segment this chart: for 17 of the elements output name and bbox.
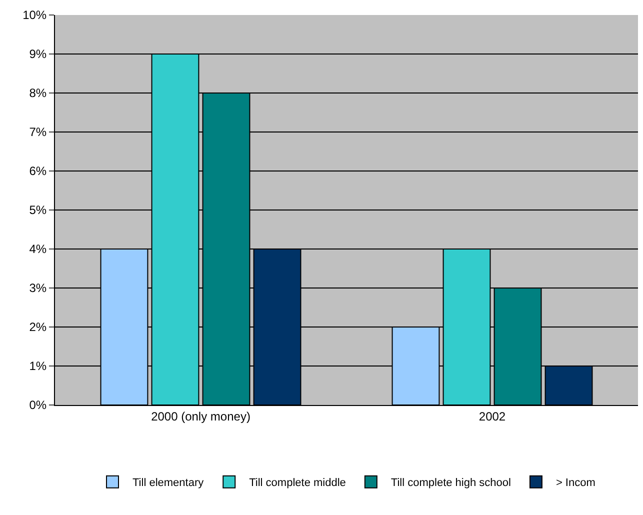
y-tick-label: 9% bbox=[29, 47, 47, 62]
y-tick-label: 0% bbox=[29, 398, 47, 412]
y-tick-label: 8% bbox=[29, 86, 47, 100]
y-tick-label: 7% bbox=[29, 125, 47, 140]
y-tick-label: 10% bbox=[22, 8, 47, 22]
y-tick-label: 2% bbox=[29, 320, 47, 334]
x-tick-label: 2000 (only money) bbox=[151, 409, 250, 424]
y-tick-label: 5% bbox=[29, 203, 47, 218]
y-tick-label: 3% bbox=[29, 281, 47, 296]
legend-label: Till elementary bbox=[132, 477, 204, 490]
y-tick-label: 1% bbox=[29, 359, 47, 374]
legend-label: Till complete middle bbox=[249, 477, 346, 490]
legend-label: Till complete high school bbox=[390, 477, 511, 490]
legend-label: > Incom bbox=[556, 477, 596, 490]
x-tick-label: 2002 bbox=[478, 409, 506, 424]
y-tick-label: 6% bbox=[29, 164, 47, 178]
y-tick-label: 4% bbox=[29, 242, 47, 256]
